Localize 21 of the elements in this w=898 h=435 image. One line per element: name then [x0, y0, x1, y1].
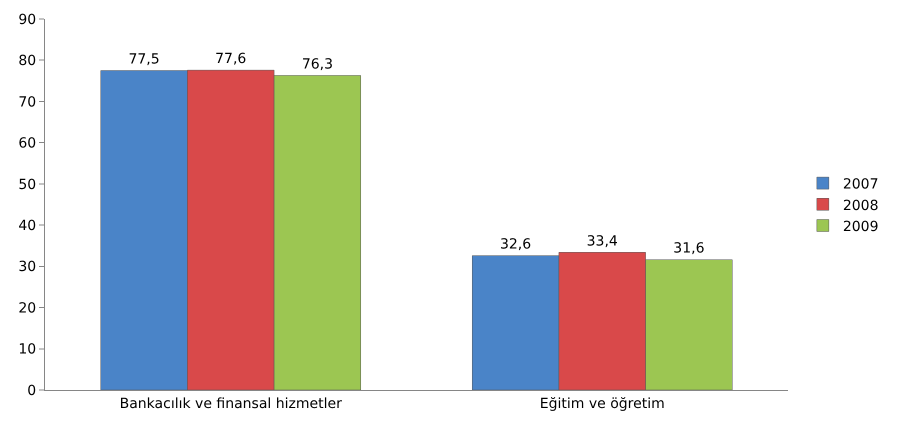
legend-label: 2007 [842, 176, 878, 193]
data-label: 33,4 [586, 233, 618, 250]
y-tick-label: 10 [18, 342, 36, 358]
y-tick-label: 80 [18, 53, 36, 70]
x-tick-label: Eğitim ve öğretim [540, 396, 665, 412]
y-tick-label: 70 [18, 94, 36, 110]
y-tick-label: 30 [18, 259, 36, 276]
y-tick-label: 60 [18, 136, 36, 152]
legend-label: 2009 [842, 218, 878, 235]
x-tick-label: Bankacılık ve finansal hizmetler [120, 396, 342, 412]
y-tick-label: 90 [18, 12, 36, 28]
data-label: 77,5 [128, 52, 160, 68]
y-tick-label: 20 [18, 300, 36, 316]
legend-label: 2008 [842, 198, 878, 214]
data-label: 76,3 [302, 56, 334, 72]
y-tick-label: 0 [27, 382, 36, 399]
y-tick-label: 40 [18, 218, 36, 234]
data-label: 32,6 [500, 236, 532, 253]
data-label: 77,6 [215, 51, 246, 68]
data-label: 31,6 [673, 240, 705, 257]
y-tick-label: 50 [18, 176, 36, 193]
